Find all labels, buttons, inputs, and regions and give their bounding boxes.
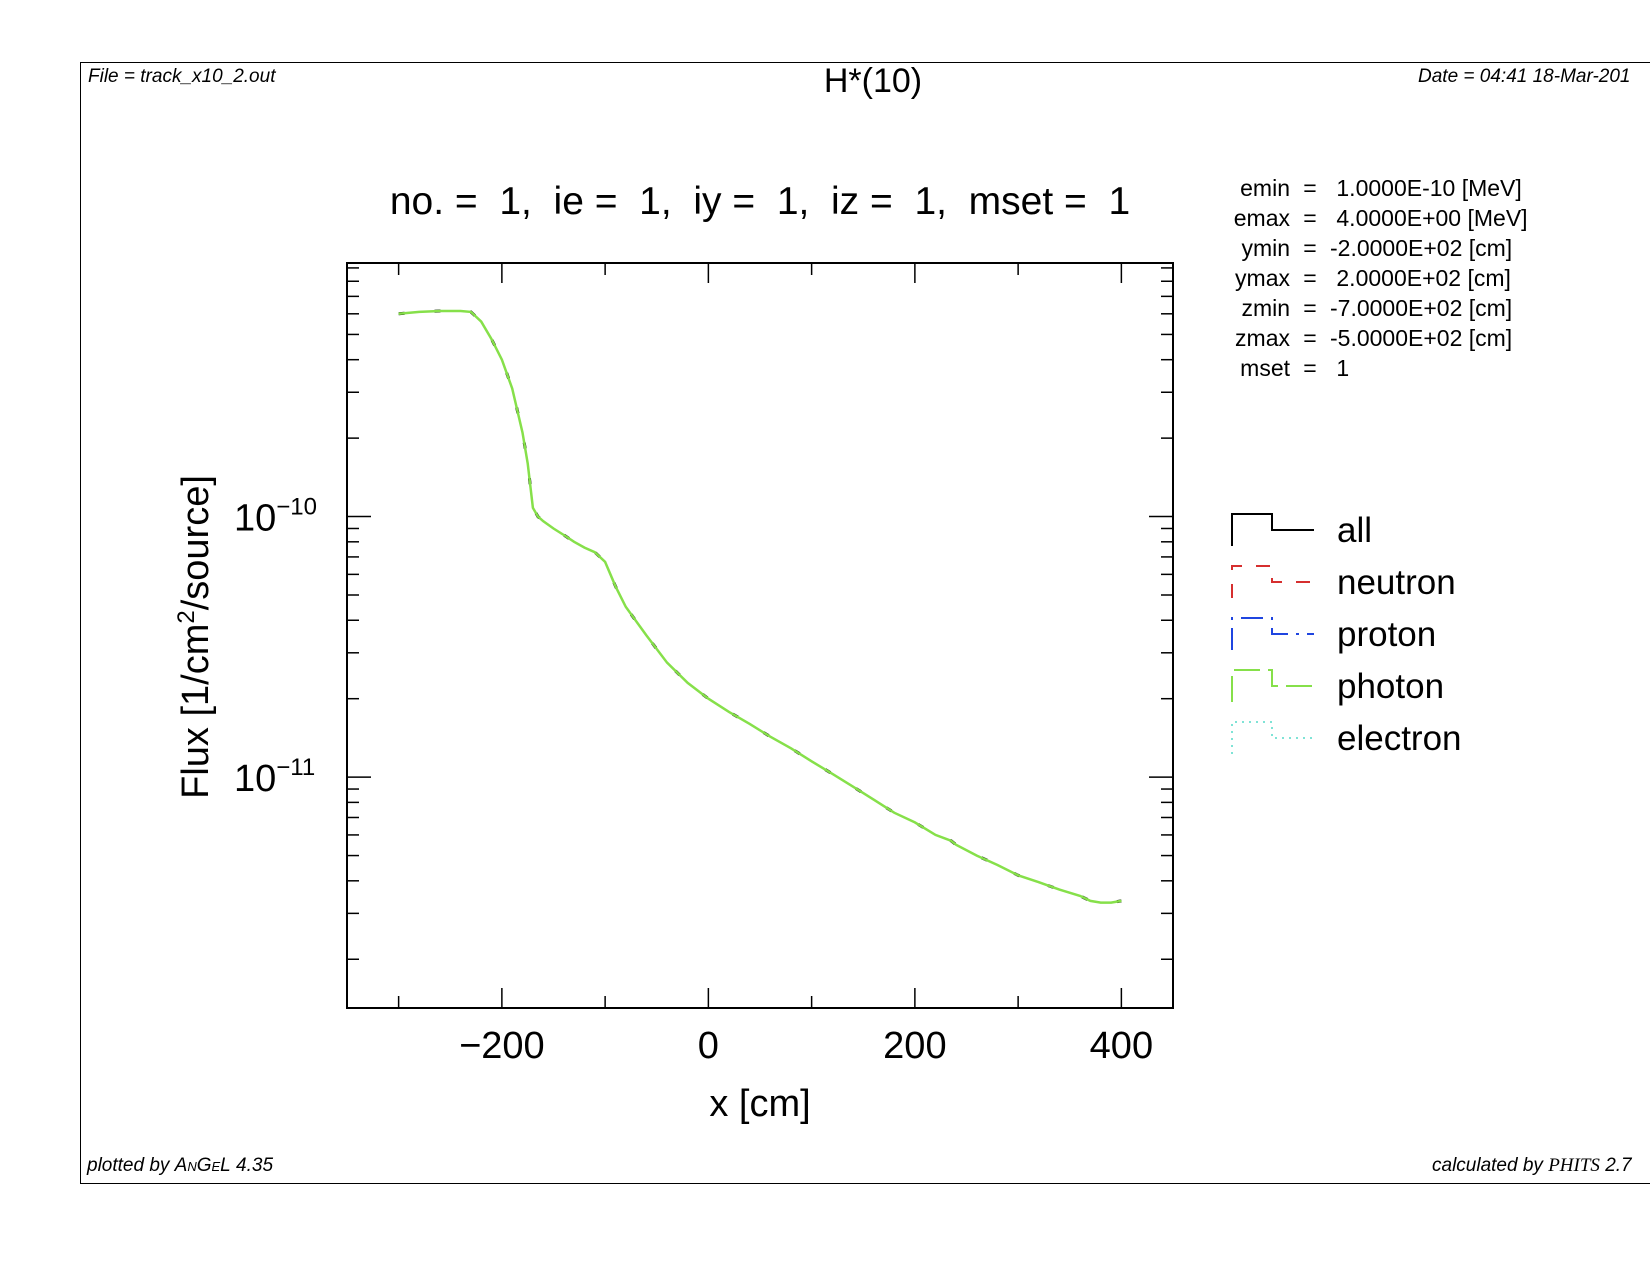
y-axis-label-part: Flux [1/cm [175,624,217,799]
param-name: ymin [1241,235,1290,261]
legend-swatch-proton [1231,617,1314,650]
param-row-ymax: ymax = 2.0000E+02 [cm] [1220,263,1528,293]
param-name: emin [1240,175,1290,201]
legend: all neutron proton photon electron [1231,511,1462,758]
plotted-program: AnGeL [174,1155,231,1176]
chart-subtitle: no. = 1, ie = 1, iy = 1, iz = 1, mset = … [389,180,1131,223]
series-line-photon [398,309,1122,904]
page-frame [80,62,1650,1184]
param-row-ymin: ymin = -2.0000E+02 [cm] [1220,233,1528,263]
calc-prefix: calculated by [1432,1155,1549,1176]
param-name: emax [1233,205,1290,231]
y-axis-label: Flux [1/cm2/source] [173,475,217,799]
calculated-by-label: calculated by PHITS 2.7 [1432,1155,1632,1177]
plot-area-frame [346,262,1174,1009]
parameter-list: emin = 1.0000E-10 [MeV] emax = 4.0000E+00 … [1220,173,1528,383]
legend-swatch-photon [1231,669,1314,702]
param-value: -2.0000E+02 [cm] [1330,235,1513,261]
param-value: 4.0000E+00 [MeV] [1330,205,1528,231]
param-name: ymax [1235,265,1290,291]
plotted-prefix: plotted by [87,1155,175,1176]
calc-version: 2.7 [1599,1155,1632,1176]
param-row-zmin: zmin = -7.0000E+02 [cm] [1220,293,1528,323]
y-tick-label: 10−11 [234,754,315,800]
legend-label-photon: photon [1337,667,1444,706]
param-equals: = [1303,235,1317,261]
param-name: mset [1240,355,1290,381]
series-layer [398,309,1122,905]
y-tick-label-base: 10 [234,758,276,800]
y-axis-label-part: /source] [175,475,217,610]
legend-swatch-electron [1231,721,1314,754]
param-value: -7.0000E+02 [cm] [1330,295,1513,321]
y-tick-label-exponent: −11 [276,754,315,781]
param-value: 1.0000E-10 [MeV] [1330,175,1522,201]
param-value: -5.0000E+02 [cm] [1330,325,1513,351]
param-value: 2.0000E+02 [cm] [1330,265,1511,291]
plotted-by-label: plotted by AnGeL 4.35 [87,1155,273,1177]
param-name: zmin [1241,295,1290,321]
param-row-zmax: zmax = -5.0000E+02 [cm] [1220,323,1528,353]
param-equals: = [1303,265,1317,291]
param-name: zmax [1235,325,1290,351]
param-equals: = [1303,355,1317,381]
legend-label-all: all [1337,511,1372,550]
y-tick-label: 10−10 [234,494,317,540]
x-tick-labels: −200 0 200 400 [459,1025,1153,1067]
param-row-emax: emax = 4.0000E+00 [MeV] [1220,203,1528,233]
param-row-emin: emin = 1.0000E-10 [MeV] [1220,173,1528,203]
x-tick-label: 400 [1090,1025,1153,1067]
param-equals: = [1303,325,1317,351]
param-equals: = [1303,205,1317,231]
x-axis-label: x [cm] [709,1083,810,1125]
legend-label-proton: proton [1337,615,1436,654]
y-tick-label-base: 10 [234,498,276,540]
legend-swatch-neutron [1231,565,1314,598]
series-line-all [398,309,1122,905]
param-value: 1 [1330,355,1350,381]
legend-label-electron: electron [1337,719,1462,758]
file-label: File = track_x10_2.out [88,66,276,87]
calc-program: PHITS [1548,1155,1600,1176]
param-equals: = [1303,175,1317,201]
x-tick-label: −200 [459,1025,545,1067]
legend-swatch-all [1231,513,1314,546]
date-label: Date = 04:41 18-Mar-201 [1418,66,1631,87]
x-tick-label: 0 [698,1025,719,1067]
param-row-mset: mset = 1 [1220,353,1528,383]
axis-ticks [347,263,1173,1008]
param-equals: = [1303,295,1317,321]
y-tick-label-exponent: −10 [276,494,317,521]
y-axis-label-superscript: 2 [173,610,200,623]
plotted-version: 4.35 [230,1155,274,1176]
page-title: H*(10) [823,62,923,100]
x-tick-label: 200 [883,1025,946,1067]
legend-label-neutron: neutron [1337,563,1456,602]
